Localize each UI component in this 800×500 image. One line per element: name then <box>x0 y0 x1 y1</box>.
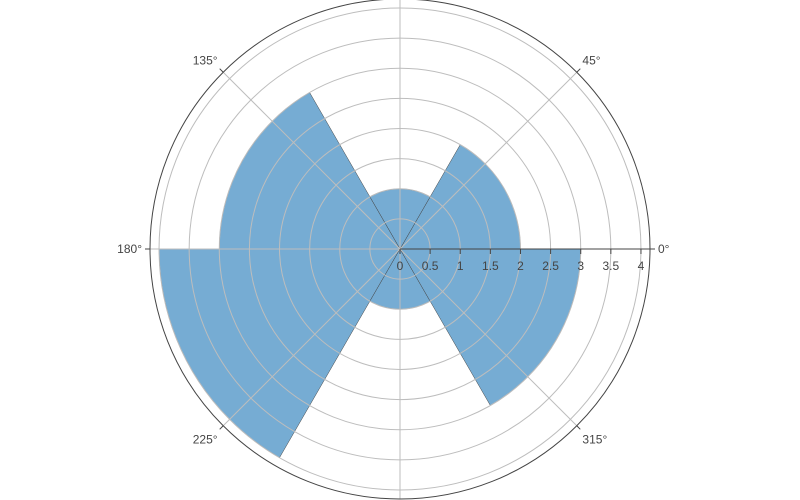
angular-gridline-135 <box>222 71 401 250</box>
angular-gridline-45 <box>399 71 578 250</box>
radial-tick-label-1: 0.5 <box>422 259 439 273</box>
angular-tick-label-135: 135° <box>193 54 218 68</box>
angular-tick-label-180: 180° <box>117 242 142 256</box>
angular-tick-mark-225 <box>219 425 224 430</box>
label-layer: 0 0.5 1 1.5 2 2.5 3 3.5 4 0° 45° 135° 180° 225° 315° <box>117 54 670 447</box>
angular-tick-label-315: 315° <box>582 432 607 446</box>
radial-tick-label-3: 1.5 <box>482 259 499 273</box>
angular-tick-label-0: 0° <box>658 242 670 256</box>
radial-tick-label-5: 2.5 <box>542 259 559 273</box>
axis-layer <box>145 0 655 500</box>
radial-tick-label-2: 1 <box>457 259 464 273</box>
angular-tick-mark-45 <box>576 68 581 73</box>
radial-tick-label-4: 2 <box>517 259 524 273</box>
radial-tick-label-6: 3 <box>577 259 584 273</box>
angular-gridline-225 <box>222 248 401 427</box>
angular-tick-mark-135 <box>219 68 224 73</box>
angular-gridline-315 <box>399 248 578 427</box>
radial-tick-label-8: 4 <box>638 259 645 273</box>
angular-tick-label-225: 225° <box>193 432 218 446</box>
radial-tick-label-0: 0 <box>397 259 404 273</box>
angular-tick-mark-315 <box>576 425 581 430</box>
angular-tick-label-45: 45° <box>582 54 600 68</box>
radial-tick-label-7: 3.5 <box>602 259 619 273</box>
polar-bar-2 <box>219 92 401 250</box>
